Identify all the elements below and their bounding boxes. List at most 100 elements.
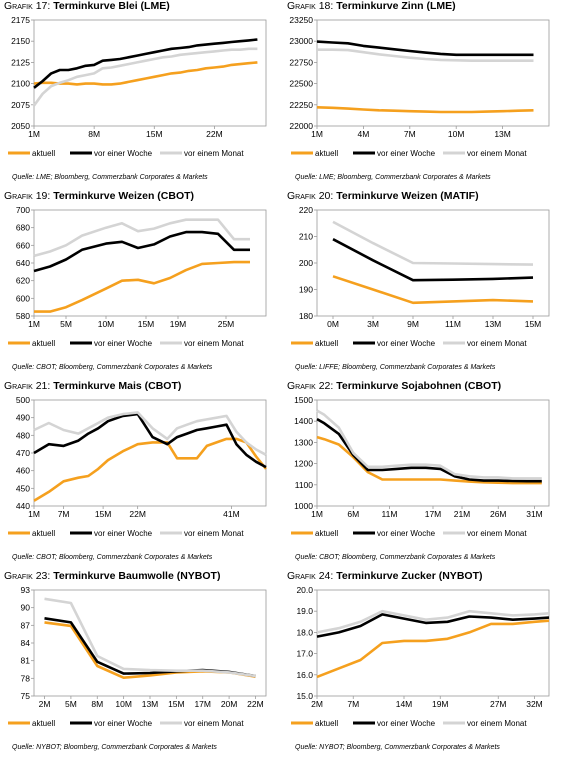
x-tick-label: 7M <box>58 509 70 519</box>
y-tick-label: 2125 <box>11 57 30 67</box>
x-tick-label: 25M <box>218 319 235 329</box>
series-line-aktuell <box>33 218 250 258</box>
x-tick-label: 1M <box>311 129 323 139</box>
y-tick-label: 84 <box>21 638 31 648</box>
y-tick-label: 17.0 <box>296 649 313 659</box>
x-tick-label: 22M <box>206 129 223 139</box>
chart-title-text: Terminkurve Blei (LME) <box>53 0 170 12</box>
x-tick-label: 14M <box>396 699 413 709</box>
series-line-vor-einer-woche <box>316 40 534 57</box>
y-tick-label: 75 <box>21 691 31 701</box>
chart-panel-21: Grafik 21: Terminkurve Mais (CBOT) 440 450… <box>0 380 281 571</box>
chart-title-text: Terminkurve Zinn (LME) <box>336 0 456 12</box>
legend-label: vor einem Monat <box>467 529 527 538</box>
chart-panel-23: Grafik 23: Terminkurve Baumwolle (NYBOT)… <box>0 570 281 761</box>
chart-title-prefix: Grafik 17: <box>4 0 54 12</box>
x-tick-label: 20M <box>221 699 238 709</box>
y-tick-label: 220 <box>299 205 313 215</box>
x-tick-label: 32M <box>526 699 543 709</box>
x-tick-label: 15M <box>95 509 112 519</box>
chart-title-prefix: Grafik 24: <box>287 570 337 582</box>
series-line-vor-einer-woche <box>44 617 256 678</box>
y-tick-label: 1500 <box>294 395 313 405</box>
y-tick-label: 19.0 <box>296 606 313 616</box>
legend-label: vor einer Woche <box>94 529 153 538</box>
chart-title: Grafik 17: Terminkurve Blei (LME) <box>4 0 170 12</box>
y-tick-label: 450 <box>16 483 30 493</box>
legend-label: vor einer Woche <box>94 719 153 728</box>
y-tick-label: 23000 <box>289 36 313 46</box>
x-tick-label: 10M <box>448 129 465 139</box>
y-tick-label: 2150 <box>11 36 30 46</box>
chart-svg: 1000 1100 1200 1300 1400 1500 1M 6M 11M 17M 21M 26M… <box>291 395 550 538</box>
x-tick-label: 17M <box>194 699 211 709</box>
chart-title-prefix: Grafik 20: <box>287 190 337 202</box>
x-tick-label: 13M <box>494 129 511 139</box>
y-tick-label: 440 <box>16 501 30 511</box>
x-tick-label: 13M <box>485 319 502 329</box>
y-tick-label: 22750 <box>289 57 313 67</box>
plot-frame <box>33 399 267 507</box>
legend-label: aktuell <box>32 719 55 728</box>
chart-svg: 2050 2075 2100 2125 2150 2175 1M 8M 15M 22M aktuel… <box>8 15 267 158</box>
chart-panel-19: Grafik 19: Terminkurve Weizen (CBOT) 580 6… <box>0 190 281 381</box>
plot-frame <box>316 19 550 127</box>
chart-title-prefix: Grafik 22: <box>287 380 337 392</box>
series-line-vor-einem-monat <box>33 61 258 86</box>
y-tick-label: 78 <box>21 673 31 683</box>
chart-panel-22: Grafik 22: Terminkurve Sojabohnen (CBOT)… <box>283 380 563 571</box>
chart-title-text: Terminkurve Baumwolle (NYBOT) <box>53 570 221 582</box>
y-tick-label: 1200 <box>294 459 313 469</box>
x-tick-label: 19M <box>170 319 187 329</box>
x-tick-label: 15M <box>138 319 155 329</box>
legend-label: vor einer Woche <box>377 149 436 158</box>
x-tick-label: 15M <box>146 129 163 139</box>
legend-label: vor einem Monat <box>184 339 244 348</box>
x-tick-label: 13M <box>142 699 159 709</box>
y-tick-label: 81 <box>21 656 31 666</box>
chart-title: Grafik 19: Terminkurve Weizen (CBOT) <box>4 190 194 202</box>
chart-svg: 22000 22250 22500 22750 23000 23250 1M 4M 7M 10M 1… <box>289 15 550 158</box>
chart-svg: 580 600 620 640 660 680 700 1M 5M 10M 15M 19M 25M akt… <box>8 205 267 348</box>
chart-title-prefix: Grafik 23: <box>4 570 54 582</box>
chart-svg: 180 190 200 210 220 0M 3M 9M 11M 13M 15M aktuell vor… <box>291 205 550 348</box>
legend-label: aktuell <box>32 339 55 348</box>
x-tick-label: 11M <box>382 509 398 519</box>
series-line-vor-einem-monat <box>316 435 542 485</box>
series-line-vor-einer-woche <box>33 412 267 469</box>
x-tick-label: 5M <box>60 319 72 329</box>
chart-source: Quelle: CBOT; Bloomberg, Commerzbank Cor… <box>12 364 213 371</box>
y-tick-label: 87 <box>21 620 31 630</box>
x-tick-label: 3M <box>367 319 379 329</box>
series-line-vor-einer-woche <box>332 238 534 282</box>
x-tick-label: 15M <box>168 699 185 709</box>
y-tick-label: 600 <box>16 293 30 303</box>
y-tick-label: 2050 <box>11 121 30 131</box>
chart-source: Quelle: LIFFE; Bloomberg, Commerzbank Co… <box>295 364 496 371</box>
x-tick-label: 9M <box>407 319 419 329</box>
series-line-vor-einer-woche <box>316 613 550 638</box>
chart-title: Grafik 21: Terminkurve Mais (CBOT) <box>4 380 181 392</box>
chart-title-text: Terminkurve Sojabohnen (CBOT) <box>336 380 502 392</box>
y-tick-label: 580 <box>16 311 30 321</box>
x-tick-label: 11M <box>445 319 461 329</box>
y-tick-label: 470 <box>16 448 30 458</box>
legend-label: aktuell <box>315 149 338 158</box>
x-tick-label: 2M <box>311 699 323 709</box>
series-line-vor-einem-monat <box>34 260 250 313</box>
chart-title-prefix: Grafik 19: <box>4 190 54 202</box>
legend-label: vor einem Monat <box>184 529 244 538</box>
legend-label: aktuell <box>32 149 55 158</box>
plot-frame <box>33 589 267 697</box>
x-tick-label: 19M <box>432 699 449 709</box>
x-tick-label: 10M <box>98 319 115 329</box>
y-tick-label: 190 <box>299 285 313 295</box>
chart-title-text: Terminkurve Weizen (MATIF) <box>336 190 479 202</box>
series-line-aktuell <box>317 48 534 63</box>
y-tick-label: 16.0 <box>296 670 313 680</box>
y-tick-label: 200 <box>299 258 313 268</box>
y-tick-label: 1400 <box>294 416 313 426</box>
x-tick-label: 7M <box>347 699 359 709</box>
x-tick-label: 6M <box>347 509 359 519</box>
chart-source: Quelle: CBOT; Bloomberg, Commerzbank Cor… <box>295 554 496 561</box>
